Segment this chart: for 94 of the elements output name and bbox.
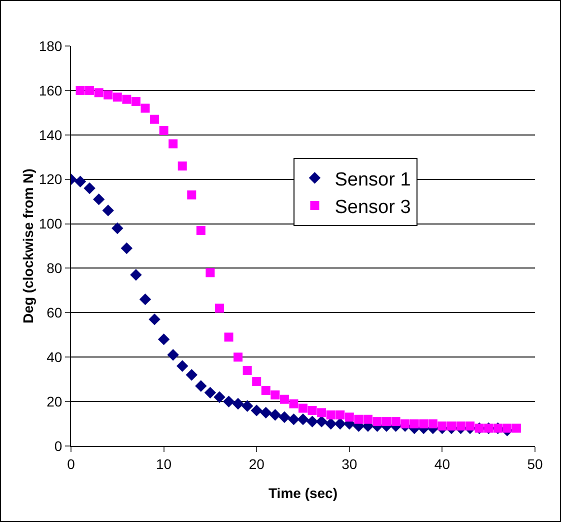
point [176, 360, 188, 372]
y-tick-label: 20 [46, 393, 62, 410]
point [280, 394, 289, 404]
point [428, 419, 438, 428]
point [336, 410, 345, 420]
x-axis-title: Time (sec) [268, 485, 338, 501]
point [76, 86, 85, 95]
point [241, 400, 254, 412]
point [195, 380, 207, 392]
y-tick-label: 140 [38, 126, 62, 143]
point [104, 90, 113, 100]
point [222, 396, 235, 408]
point [288, 413, 300, 426]
point [502, 424, 512, 433]
point [214, 391, 226, 403]
point [139, 293, 152, 306]
y-tick-label: 60 [46, 304, 62, 321]
point [344, 412, 354, 422]
point [159, 126, 168, 135]
point [92, 193, 105, 206]
point [512, 424, 521, 433]
point [178, 162, 187, 170]
point [186, 369, 198, 381]
legend-label: Sensor 3 [334, 196, 411, 218]
point [260, 406, 272, 419]
point [446, 422, 456, 430]
legend-label: Sensor 1 [334, 169, 411, 190]
point [354, 414, 364, 424]
point [334, 418, 346, 430]
point [326, 410, 336, 420]
point [120, 242, 133, 254]
point [102, 204, 114, 216]
point [316, 416, 328, 428]
point [204, 386, 216, 399]
point [252, 377, 262, 386]
y-tick-label: 80 [46, 260, 62, 276]
point [112, 222, 124, 234]
point [410, 419, 419, 428]
point [308, 406, 317, 415]
point [306, 416, 318, 428]
point [270, 390, 280, 400]
x-tick-label: 40 [434, 456, 450, 472]
point [363, 414, 372, 424]
point [206, 268, 215, 278]
point [122, 94, 132, 104]
point [372, 417, 382, 426]
x-tick-label: 20 [248, 456, 265, 472]
y-tick-label: 0 [54, 438, 62, 454]
point [242, 366, 252, 375]
point [131, 97, 140, 106]
point [84, 182, 96, 194]
point [466, 422, 475, 430]
point [289, 399, 298, 408]
point [74, 176, 86, 188]
point [278, 411, 290, 423]
x-tick-label: 50 [527, 456, 543, 472]
y-axis-title: Deg (clockwise from N) [20, 168, 36, 324]
point [456, 422, 466, 430]
y-tick-label: 100 [38, 216, 62, 232]
point [261, 386, 270, 395]
point [112, 92, 122, 102]
point [269, 409, 282, 421]
point [317, 408, 326, 418]
point [140, 104, 150, 113]
point [85, 86, 94, 95]
point [324, 418, 337, 430]
point [232, 398, 244, 410]
point [130, 269, 142, 281]
point [234, 352, 243, 362]
point [187, 190, 196, 200]
point [391, 417, 400, 426]
point [158, 333, 170, 346]
y-tick-label: 40 [46, 349, 62, 366]
point [94, 88, 104, 98]
x-tick-label: 0 [67, 456, 76, 472]
point [148, 313, 160, 326]
y-tick-label: 120 [38, 171, 62, 188]
x-tick-label: 10 [156, 456, 172, 472]
point [419, 419, 428, 428]
x-tick-label: 30 [342, 456, 358, 472]
y-tick-label: 160 [38, 82, 62, 98]
point [224, 332, 234, 342]
point [382, 417, 392, 426]
point [196, 226, 206, 235]
point [250, 404, 262, 416]
y-tick-label: 180 [38, 38, 62, 54]
point [214, 304, 224, 313]
point [167, 349, 179, 361]
point [298, 404, 308, 413]
point [150, 114, 160, 124]
point [438, 422, 447, 430]
point [400, 419, 410, 428]
point [297, 413, 309, 426]
point [168, 139, 178, 148]
